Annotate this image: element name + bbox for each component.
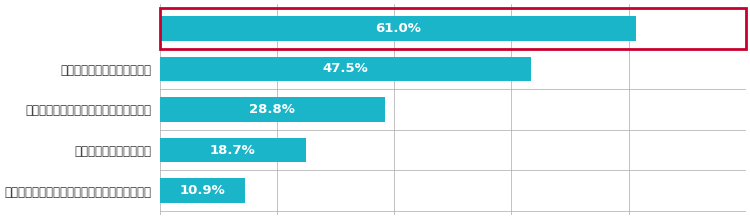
- Text: 28.8%: 28.8%: [249, 103, 295, 116]
- Bar: [160, 178, 244, 203]
- Text: 61.0%: 61.0%: [375, 22, 421, 35]
- Bar: [160, 138, 306, 162]
- Text: 18.7%: 18.7%: [210, 143, 256, 157]
- Bar: [160, 8, 746, 49]
- Text: 10.9%: 10.9%: [179, 184, 225, 197]
- Bar: [160, 57, 531, 81]
- Text: 47.5%: 47.5%: [322, 62, 368, 76]
- Bar: [160, 16, 637, 41]
- Bar: [160, 97, 385, 122]
